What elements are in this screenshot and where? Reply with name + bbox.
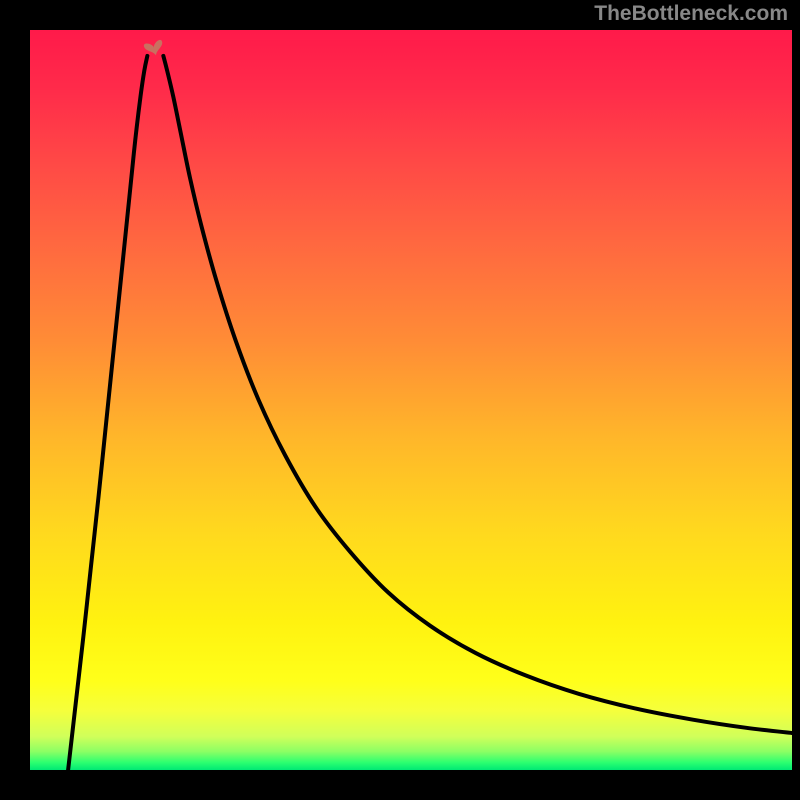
watermark-text: TheBottleneck.com: [594, 2, 788, 26]
chart-frame: TheBottleneck.com: [0, 0, 800, 800]
plot-area: [30, 30, 792, 770]
gradient-background: [30, 30, 792, 770]
chart-svg: [30, 30, 792, 770]
